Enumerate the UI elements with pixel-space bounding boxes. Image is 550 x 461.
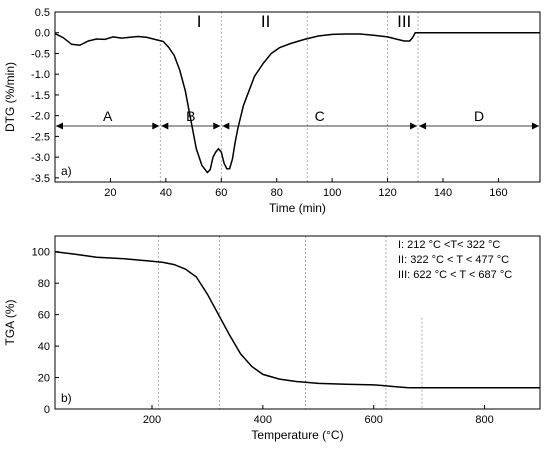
panel-a-y-tick-label: -3.5 xyxy=(31,173,50,185)
panel-a-x-tick-label: 40 xyxy=(160,187,172,199)
panel-a-region-arrowhead xyxy=(419,122,427,130)
panel-a-y-tick-label: -1.5 xyxy=(31,90,50,102)
panel-a-y-tick-label: -2.5 xyxy=(31,131,50,143)
panel-a-ticks: 20 40 60 80 100 120 140 160 0.5 0.0 -0.5 -1.0 -1.5 -2… xyxy=(31,7,508,199)
panel-a-region-arrowhead xyxy=(222,122,230,130)
panel-b-ticks: 200 400 600 800 0 20 40 60 80 100 xyxy=(32,247,494,426)
panel-b-x-axis-label: Temperature (°C) xyxy=(251,428,343,442)
panel-a-y-tick-label: -1.0 xyxy=(31,69,50,81)
panel-a-region-arrowhead xyxy=(410,122,418,130)
panel-b-x-tick-label: 600 xyxy=(365,414,383,426)
panel-a-y-tick-label: 0.0 xyxy=(35,28,50,40)
panel-b-y-tick-label: 60 xyxy=(38,310,50,322)
panel-b-y-tick-label: 100 xyxy=(32,247,50,259)
panel-a-y-tick-label: -3.0 xyxy=(31,152,50,164)
panel-b-x-tick-label: 800 xyxy=(475,414,493,426)
panel-a-dtg-chart: 20 40 60 80 100 120 140 160 0.5 0.0 -0.5 -1.0 -1.5 -2… xyxy=(3,7,541,215)
panel-b-y-tick-label: 40 xyxy=(38,341,50,353)
panel-a-x-axis-label: Time (min) xyxy=(269,201,326,215)
panel-a-region-arrowhead xyxy=(161,122,169,130)
panel-b-plot-frame xyxy=(54,235,541,410)
panel-a-x-tick-label: 120 xyxy=(378,187,396,199)
panel-a-y-axis-label: DTG (%/min) xyxy=(3,62,17,132)
panel-a-stage-label: I xyxy=(197,12,202,31)
panel-b-y-tick-label: 20 xyxy=(38,373,50,385)
panel-a-x-tick-label: 140 xyxy=(434,187,452,199)
panel-b-tga-curve xyxy=(54,250,540,389)
panel-a-dtg-curve xyxy=(54,31,540,174)
panel-a-region-label: D xyxy=(474,108,484,124)
panel-b-stage-annotation: II: 322 °C < T < 477 °C xyxy=(398,254,509,266)
panel-b-x-tick-label: 400 xyxy=(254,414,272,426)
panel-a-plot-frame xyxy=(54,11,541,183)
panel-b-stage-annotation: I: 212 °C <T< 322 °C xyxy=(398,239,500,251)
panel-a-x-tick-label: 100 xyxy=(323,187,341,199)
panel-b-tga-chart: 200 400 600 800 0 20 40 60 80 100 I: 212 °C <T< 3… xyxy=(3,235,541,442)
panel-b-stage-annotations: I: 212 °C <T< 322 °C II: 322 °C < T < 477… xyxy=(398,239,512,281)
panel-a-stage-label: III xyxy=(397,12,411,31)
panel-a-region-arrowhead xyxy=(56,122,63,130)
panel-a-region-label: A xyxy=(103,108,113,124)
panel-b-y-tick-label: 0 xyxy=(44,404,50,416)
panel-b-y-tick-label: 80 xyxy=(38,278,50,290)
panel-a-region-arrowhead xyxy=(532,122,539,130)
panel-a-y-tick-label: -0.5 xyxy=(31,48,50,60)
panel-a-x-tick-label: 80 xyxy=(271,187,283,199)
panel-a-x-tick-label: 60 xyxy=(215,187,227,199)
panel-a-region-arrowhead xyxy=(152,122,160,130)
panel-a-x-tick-label: 20 xyxy=(104,187,116,199)
panel-a-region-label: C xyxy=(315,108,325,124)
panel-b-y-axis-label: TGA (%) xyxy=(3,299,17,345)
panel-b-stage-annotation: III: 622 °C < T < 687 °C xyxy=(398,269,512,281)
panel-b-label: b) xyxy=(61,391,72,405)
panel-a-stage-label: II xyxy=(261,12,270,31)
panel-a-stage-labels: I II III xyxy=(197,12,412,31)
panel-a-label: a) xyxy=(61,164,72,178)
panel-a-x-tick-label: 160 xyxy=(489,187,507,199)
panel-a-y-tick-label: -2.0 xyxy=(31,111,50,123)
panel-b-stage-lines xyxy=(158,236,423,409)
panel-a-region-arrowhead xyxy=(213,122,221,130)
panel-b-x-tick-label: 200 xyxy=(143,414,161,426)
panel-a-y-tick-label: 0.5 xyxy=(35,7,50,19)
